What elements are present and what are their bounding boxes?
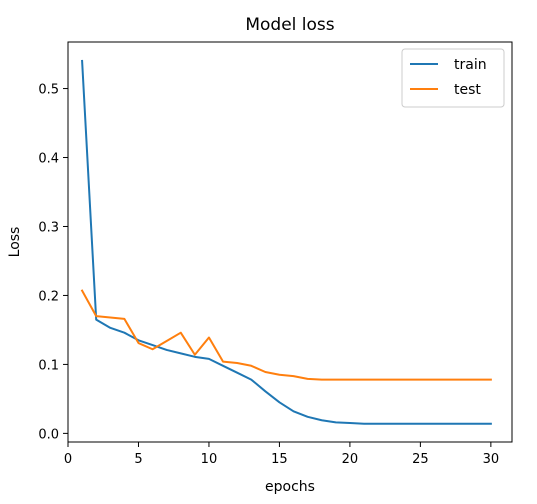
series-line-train [81, 59, 492, 425]
x-tick-label: 15 [271, 452, 288, 467]
x-tick-label: 5 [134, 452, 142, 467]
y-tick-label: 0.0 [38, 427, 59, 442]
y-tick-label: 0.5 [38, 83, 59, 98]
plot-area: 0 5 10 15 20 25 30 0.0 0.1 0.2 0.3 0.4 0.5 train test [38, 41, 513, 467]
x-tick-label: 25 [412, 452, 429, 467]
x-tick-label: 30 [483, 452, 500, 467]
x-tick-label: 10 [201, 452, 218, 467]
y-tick-label: 0.1 [38, 358, 59, 373]
y-tick-label: 0.3 [38, 220, 59, 235]
legend-label-train: train [454, 57, 487, 73]
legend-label-test: test [454, 82, 481, 98]
legend-box [401, 48, 505, 108]
x-axis-label: epochs [265, 479, 315, 495]
x-tick-label: 0 [64, 452, 72, 467]
y-tick-label: 0.2 [38, 289, 59, 304]
chart-title: Model loss [245, 15, 334, 35]
y-axis-label: Loss [7, 227, 23, 258]
x-tick-label: 20 [342, 452, 359, 467]
series-line-test [80, 289, 492, 381]
y-tick-label: 0.4 [38, 152, 59, 167]
plot-frame [67, 41, 513, 443]
